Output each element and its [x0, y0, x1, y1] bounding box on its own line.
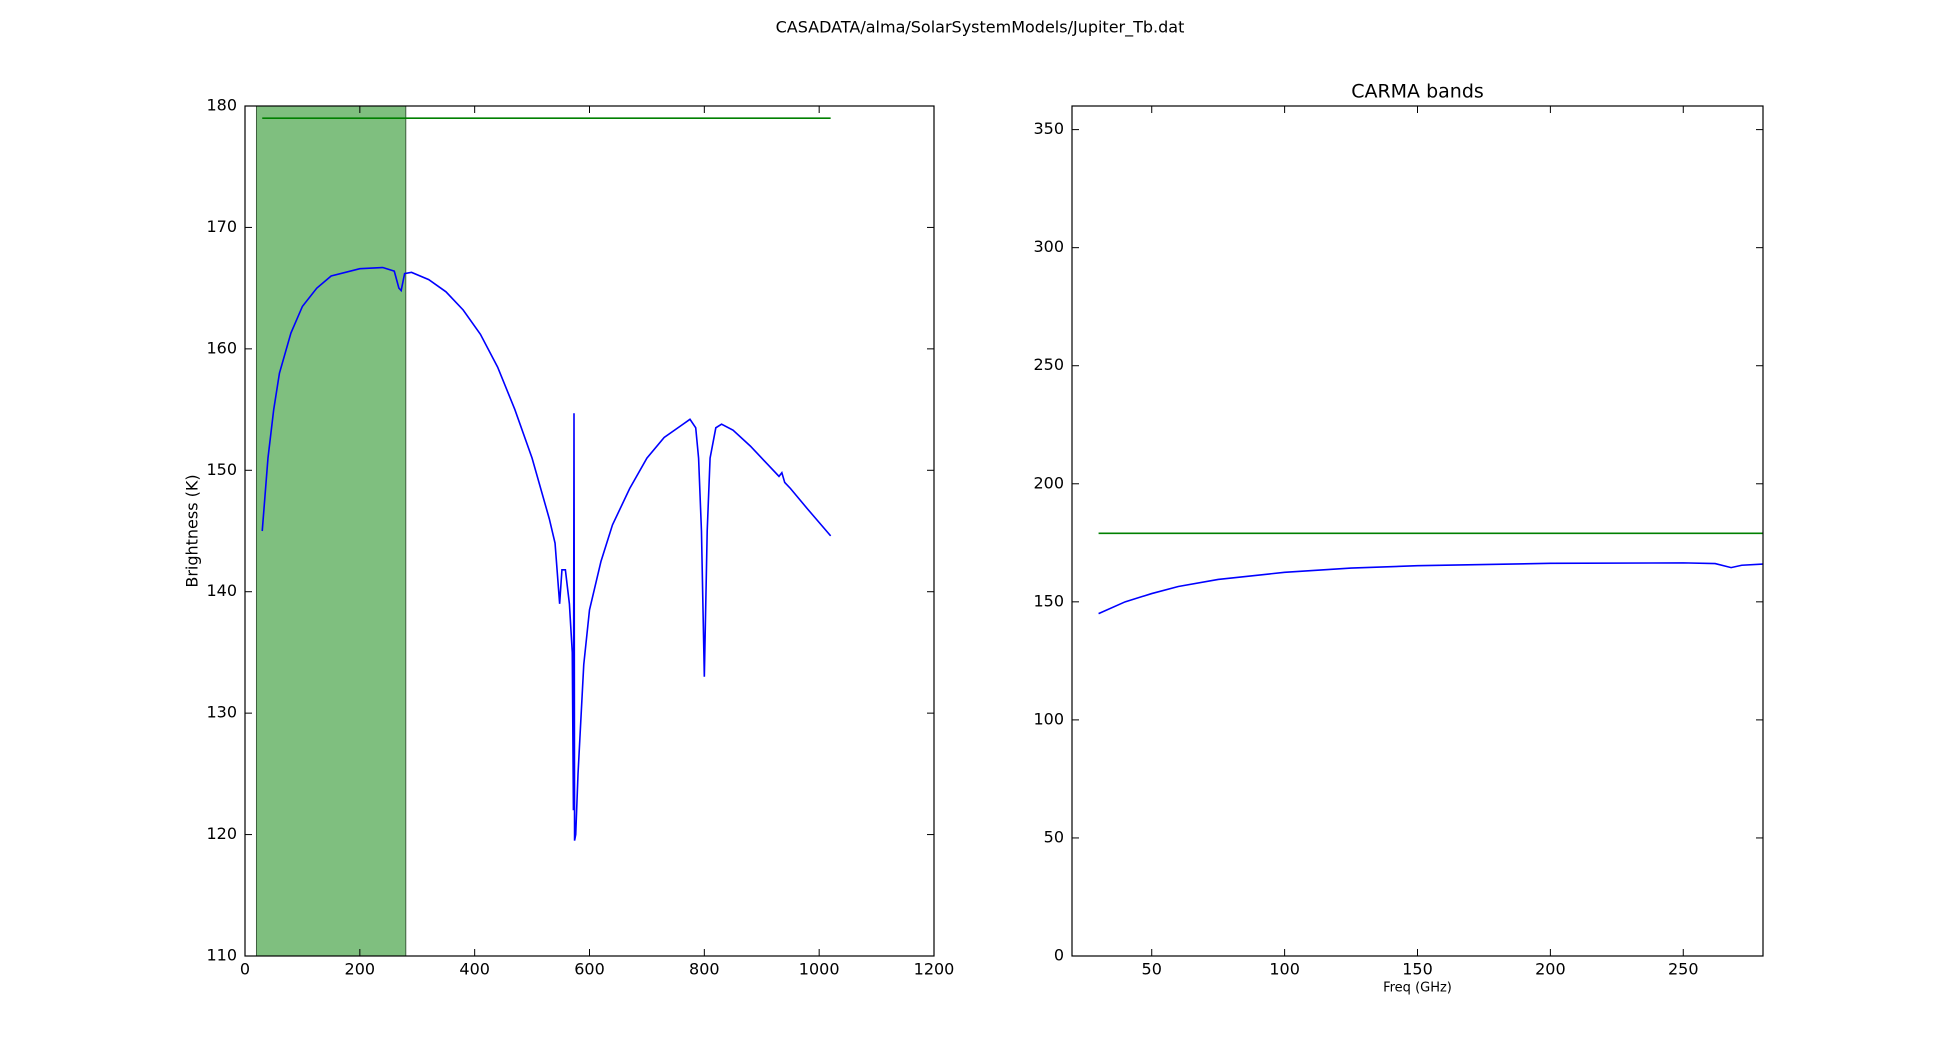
x-tick-label: 0	[240, 960, 250, 979]
data-line	[1098, 562, 1764, 615]
y-tick-label: 150	[1033, 591, 1064, 610]
x-tick-label: 50	[1142, 960, 1162, 979]
x-tick-label: 200	[345, 960, 376, 979]
y-tick-label: 200	[1033, 473, 1064, 492]
y-tick-label: 300	[1033, 237, 1064, 256]
y-tick-label: 130	[206, 703, 237, 722]
x-tick-label: 400	[459, 960, 490, 979]
y-tick-label: 250	[1033, 355, 1064, 374]
y-tick-label: 180	[206, 96, 237, 115]
x-tick-label: 800	[689, 960, 720, 979]
y-tick-label: 170	[206, 217, 237, 236]
y-tick-label: 0	[1054, 946, 1064, 965]
y-axis-label: Brightness (K)	[183, 474, 202, 587]
y-tick-label: 140	[206, 581, 237, 600]
x-axis-label: Freq (GHz)	[1383, 981, 1452, 996]
y-tick-label: 160	[206, 338, 237, 357]
x-tick-label: 1000	[799, 960, 840, 979]
axes-title: CARMA bands	[1351, 81, 1484, 103]
y-tick-label: 350	[1033, 119, 1064, 138]
y-tick-label: 110	[206, 946, 237, 965]
y-tick-label: 50	[1044, 827, 1064, 846]
x-tick-label: 1200	[914, 960, 955, 979]
y-tick-label: 120	[206, 824, 237, 843]
x-tick-label: 600	[574, 960, 605, 979]
y-tick-label: 100	[1033, 709, 1064, 728]
y-tick-label: 150	[206, 460, 237, 479]
figure-title: CASADATA/alma/SolarSystemModels/Jupiter_…	[776, 18, 1185, 38]
x-tick-label: 150	[1402, 960, 1433, 979]
x-tick-label: 200	[1535, 960, 1566, 979]
data-line	[261, 266, 832, 841]
x-tick-label: 100	[1269, 960, 1300, 979]
shaded-band	[255, 105, 407, 957]
x-tick-label: 250	[1668, 960, 1699, 979]
